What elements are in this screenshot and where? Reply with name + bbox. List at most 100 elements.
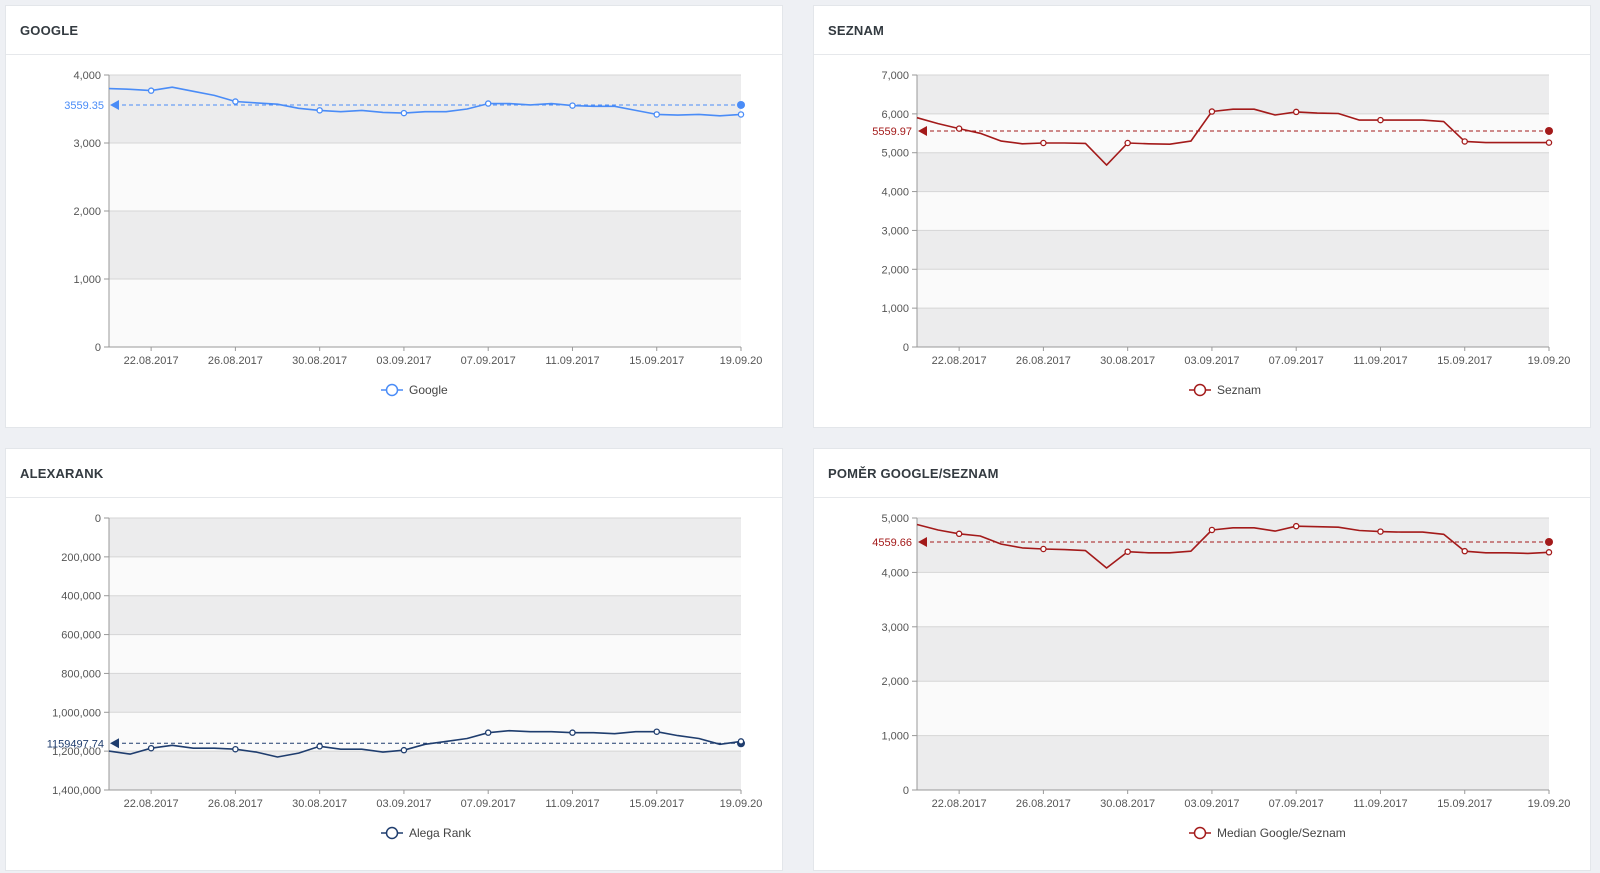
data-point [569, 729, 576, 736]
x-tick-label: 22.08.2017 [932, 355, 987, 367]
x-tick-label: 11.09.2017 [1353, 355, 1407, 367]
x-tick-label: 07.09.2017 [461, 798, 516, 810]
seznam-panel: SEZNAM 7,000 6,000 5,000 4,000 3,000 2,000 1,0… [813, 5, 1591, 428]
y-tick-label: 2,000 [73, 206, 101, 218]
plot-band [917, 572, 1549, 627]
data-point [1208, 526, 1216, 534]
y-tick-label: 0 [903, 785, 909, 797]
legend-marker [385, 826, 399, 840]
legend-marker [385, 383, 399, 397]
x-tick-label: 11.09.2017 [545, 798, 599, 810]
plot-band [109, 75, 741, 143]
plot-band [109, 595, 741, 635]
x-tick-label: 03.09.2017 [376, 798, 431, 810]
y-tick-label: 600,000 [61, 630, 101, 642]
reference-end-dot [1545, 126, 1553, 135]
data-point [484, 729, 492, 736]
data-point [1292, 522, 1300, 530]
x-tick-label: 26.08.2017 [1016, 355, 1071, 367]
panel-title: GOOGLE [6, 6, 782, 55]
data-point [1461, 138, 1468, 145]
series-line [108, 86, 742, 117]
x-tick-label: 19.09.20 [720, 798, 763, 810]
reference-end-dot [737, 100, 745, 109]
x-tick-label: 07.09.2017 [1269, 355, 1324, 367]
y-tick-label: 1,000,000 [52, 707, 101, 719]
plot-band [917, 191, 1549, 231]
ratio-chart: 5,000 4,000 3,000 2,000 1,000 0 22.08.2017 26.0… [872, 513, 1571, 840]
data-point [737, 738, 745, 745]
reference-label: 3559.35 [64, 100, 104, 112]
y-tick-label: 5,000 [881, 513, 909, 525]
panel-title: ALEXARANK [6, 449, 782, 498]
data-point [1124, 548, 1131, 555]
reference-end-dot [1545, 537, 1553, 546]
x-tick-label: 15.09.2017 [629, 355, 684, 367]
plot-band [109, 279, 741, 347]
y-tick-label: 1,200,000 [52, 746, 101, 758]
data-point [1545, 549, 1553, 556]
plot-band [917, 308, 1549, 347]
x-tick-label: 15.09.2017 [1437, 798, 1492, 810]
x-tick-label: 19.09.20 [1528, 355, 1571, 367]
ratio-panel: POMĚR GOOGLE/SEZNAM 5,000 4,000 3,000 2,000… [813, 448, 1591, 871]
plot-band [917, 152, 1549, 192]
legend: Median Google/Seznam [1189, 826, 1346, 840]
x-tick-label: 26.08.2017 [1016, 798, 1071, 810]
plot-band [917, 681, 1549, 736]
x-tick-label: 30.08.2017 [1100, 798, 1155, 810]
legend-marker [1193, 826, 1207, 840]
alexarank-panel: ALEXARANK 0 200,000 400,000 600,000 800,000 1… [5, 448, 783, 871]
x-tick-label: 22.08.2017 [124, 355, 179, 367]
google-panel: GOOGLE 4,000 3,000 2,000 1,000 0 22.08.2017 26… [5, 5, 783, 428]
data-point [232, 98, 239, 105]
x-tick-label: 19.09.20 [1528, 798, 1571, 810]
y-tick-label: 1,000 [73, 274, 101, 286]
legend: Seznam [1189, 383, 1261, 397]
seznam-chart: 7,000 6,000 5,000 4,000 3,000 2,000 1,000 0 22.0… [872, 70, 1571, 397]
x-tick-label: 11.09.2017 [1353, 798, 1407, 810]
data-point [400, 109, 408, 117]
data-point [653, 111, 660, 118]
y-tick-label: 0 [95, 342, 101, 354]
plot-band [109, 211, 741, 279]
plot-band [917, 735, 1549, 790]
data-point [147, 87, 155, 94]
x-tick-label: 07.09.2017 [1269, 798, 1324, 810]
data-point [400, 746, 408, 754]
series-line [916, 523, 1550, 569]
data-point [232, 745, 239, 753]
x-tick-label: 15.09.2017 [1437, 355, 1492, 367]
panel-title: SEZNAM [814, 6, 1590, 55]
x-tick-label: 30.08.2017 [292, 355, 347, 367]
legend-label: Alega Rank [409, 826, 472, 840]
data-point [1292, 108, 1300, 116]
y-tick-label: 3,000 [73, 138, 101, 150]
data-point [653, 728, 660, 735]
plot-band [109, 556, 741, 596]
reference-label: 1159497.74 [47, 738, 104, 750]
x-tick-label: 19.09.20 [720, 355, 763, 367]
legend-label: Google [409, 383, 448, 397]
legend-marker [1193, 383, 1207, 397]
data-point [316, 107, 323, 114]
x-tick-label: 26.08.2017 [208, 798, 263, 810]
y-tick-label: 4,000 [73, 70, 101, 82]
data-point [1377, 116, 1384, 124]
y-tick-label: 2,000 [881, 676, 909, 688]
series-line [108, 729, 742, 758]
reference-arrow-icon [110, 738, 119, 749]
y-tick-label: 200,000 [61, 552, 101, 564]
data-point [1124, 139, 1131, 147]
y-tick-label: 800,000 [61, 668, 101, 680]
y-tick-label: 1,000 [881, 303, 909, 315]
plot-band [917, 113, 1549, 153]
legend: Alega Rank [381, 826, 472, 840]
data-point [955, 125, 963, 132]
legend-label: Seznam [1217, 383, 1261, 397]
data-point [484, 100, 492, 107]
plot-band [109, 751, 741, 790]
data-point [1208, 108, 1216, 115]
x-tick-label: 22.08.2017 [932, 798, 987, 810]
y-tick-label: 3,000 [881, 225, 909, 237]
